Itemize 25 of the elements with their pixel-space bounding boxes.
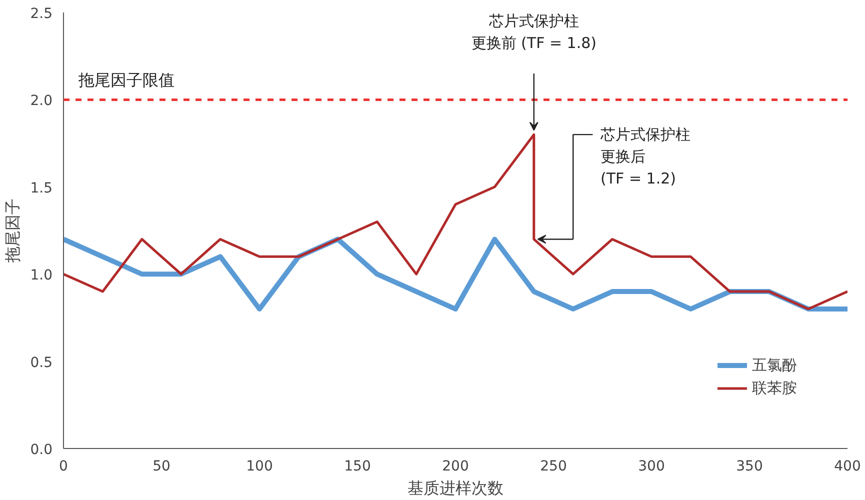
y-tick-label: 1.0 [30,268,52,284]
x-tick-label: 200 [442,458,469,474]
x-axis-title: 基质进样次数 [408,478,504,498]
annotation: 芯片式保护柱 [600,126,691,144]
x-tick-label: 100 [246,458,273,474]
annotation: 芯片式保护柱 [488,12,579,30]
y-tick-label: 0.0 [30,442,52,458]
y-tick-label: 2.0 [30,93,52,110]
annotation: 更换前 (TF = 1.8) [471,34,597,52]
y-axis-title: 拖尾因子 [3,198,22,264]
y-tick-label: 0.5 [30,354,52,371]
legend-label: 五氯酚 [752,356,797,374]
x-tick-label: 400 [834,458,861,474]
annotation: 更换后 [600,148,646,166]
x-tick-label: 150 [344,458,371,474]
legend-label: 联苯胺 [752,378,797,398]
x-tick-label: 50 [152,458,170,474]
x-tick-label: 300 [638,458,665,474]
x-tick-label: 250 [540,458,567,474]
y-tick-label: 2.5 [30,6,52,22]
x-tick-label: 350 [736,458,763,474]
ref-line-label: 拖尾因子限值 [78,70,174,90]
x-tick-label: 0 [59,458,68,474]
y-tick-label: 1.5 [30,180,52,196]
annotation: (TF = 1.2) [600,170,676,188]
